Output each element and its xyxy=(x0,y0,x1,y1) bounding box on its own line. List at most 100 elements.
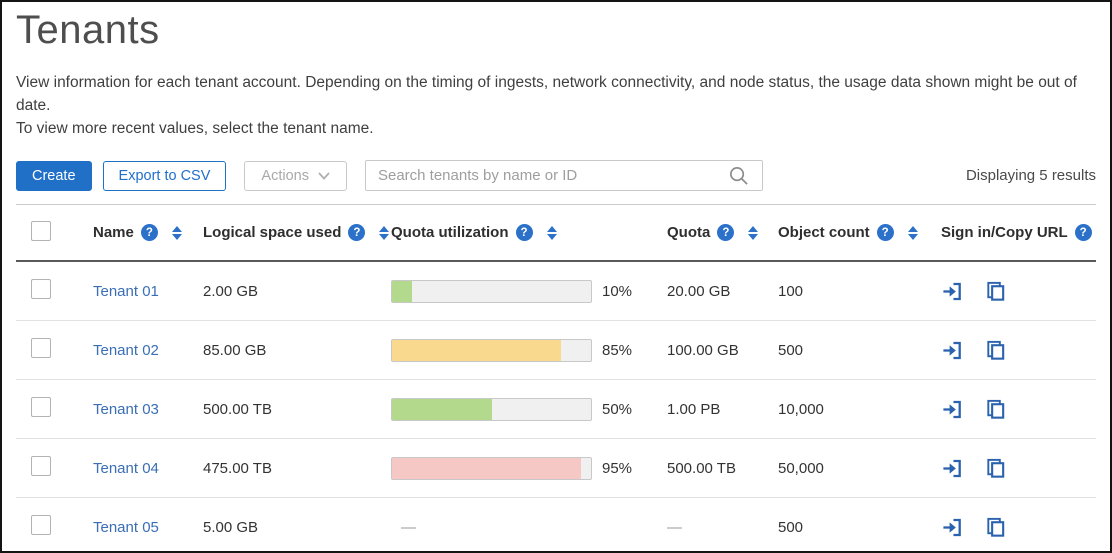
column-label: Name xyxy=(93,224,134,241)
column-header-object-count: Object count ? xyxy=(778,224,930,241)
export-csv-button[interactable]: Export to CSV xyxy=(102,160,227,191)
row-actions xyxy=(930,339,1096,362)
table-header-row: Name ? Logical space used ? Quota utiliz… xyxy=(16,205,1096,262)
row-actions xyxy=(930,280,1096,303)
sort-icon[interactable] xyxy=(171,225,182,240)
row-actions xyxy=(930,398,1096,421)
row-checkbox[interactable] xyxy=(31,338,51,358)
quota-cell: 20.00 GB xyxy=(667,282,731,300)
quota-utilization-label: — xyxy=(401,518,416,536)
quota-cell: 100.00 GB xyxy=(667,341,739,359)
help-icon[interactable]: ? xyxy=(876,224,894,241)
table-row: Tenant 05 5.00 GB — — 500 xyxy=(16,498,1096,551)
logical-space-cell: 475.00 TB xyxy=(203,459,272,477)
toolbar: Create Export to CSV Actions Displaying … xyxy=(16,160,1096,191)
actions-label: Actions xyxy=(261,167,309,184)
quota-utilization-cell: 10% xyxy=(391,279,667,303)
page-description-line2: To view more recent values, select the t… xyxy=(16,120,374,137)
quota-utilization-cell: — xyxy=(391,519,667,536)
quota-utilization-bar xyxy=(391,279,592,303)
page-title: Tenants xyxy=(16,8,160,52)
select-all-checkbox[interactable] xyxy=(31,220,51,241)
logical-space-cell: 500.00 TB xyxy=(203,400,272,418)
tenant-name-link[interactable]: Tenant 05 xyxy=(93,518,159,536)
sort-icon[interactable] xyxy=(907,225,918,240)
quota-cell: 500.00 TB xyxy=(667,459,736,477)
actions-dropdown-button[interactable]: Actions xyxy=(244,160,347,191)
table-row: Tenant 02 85.00 GB 85% 100.00 GB 500 xyxy=(16,321,1096,380)
sign-in-icon[interactable] xyxy=(941,516,964,539)
object-count-cell: 500 xyxy=(778,341,804,359)
table-row: Tenant 03 500.00 TB 50% 1.00 PB 10,000 xyxy=(16,380,1096,439)
quota-cell: 1.00 PB xyxy=(667,400,721,418)
sign-in-icon[interactable] xyxy=(941,457,964,480)
tenants-table: Name ? Logical space used ? Quota utiliz… xyxy=(16,204,1096,551)
object-count-cell: 100 xyxy=(778,282,804,300)
column-header-name: Name ? xyxy=(93,224,203,241)
object-count-cell: 500 xyxy=(778,518,804,536)
quota-utilization-label: 85% xyxy=(602,341,633,359)
row-checkbox[interactable] xyxy=(31,456,51,476)
quota-utilization-bar xyxy=(391,456,592,480)
column-label: Sign in/Copy URL xyxy=(941,224,1068,241)
tenant-name-link[interactable]: Tenant 02 xyxy=(93,341,159,359)
row-checkbox[interactable] xyxy=(31,279,51,299)
tenant-name-link[interactable]: Tenant 01 xyxy=(93,282,159,300)
column-label: Quota xyxy=(667,224,711,241)
page-description-line1: View information for each tenant account… xyxy=(16,74,1077,114)
chevron-down-icon xyxy=(318,171,330,180)
quota-utilization-bar xyxy=(391,397,592,421)
create-button[interactable]: Create xyxy=(16,160,92,191)
results-count: Displaying 5 results xyxy=(965,167,1096,184)
row-actions xyxy=(930,516,1096,539)
quota-utilization-cell: 50% xyxy=(391,397,667,421)
logical-space-cell: 5.00 GB xyxy=(203,518,259,536)
column-header-quota: Quota ? xyxy=(667,224,778,241)
object-count-cell: 10,000 xyxy=(778,400,824,418)
copy-url-icon[interactable] xyxy=(984,516,1007,539)
object-count-cell: 50,000 xyxy=(778,459,824,477)
search-input[interactable] xyxy=(364,160,763,191)
sign-in-icon[interactable] xyxy=(941,398,964,421)
sign-in-icon[interactable] xyxy=(941,339,964,362)
quota-cell: — xyxy=(667,518,682,536)
sort-icon[interactable] xyxy=(379,225,390,240)
copy-url-icon[interactable] xyxy=(984,457,1007,480)
row-checkbox[interactable] xyxy=(31,515,51,535)
search-icon[interactable] xyxy=(728,165,749,186)
sort-icon[interactable] xyxy=(546,225,557,240)
copy-url-icon[interactable] xyxy=(984,280,1007,303)
column-label: Quota utilization xyxy=(391,224,509,241)
row-checkbox[interactable] xyxy=(31,397,51,417)
copy-url-icon[interactable] xyxy=(984,339,1007,362)
sort-icon[interactable] xyxy=(748,225,759,240)
search-container xyxy=(364,160,763,191)
help-icon[interactable]: ? xyxy=(1074,224,1092,241)
tenant-name-link[interactable]: Tenant 04 xyxy=(93,459,159,477)
quota-utilization-bar xyxy=(391,338,592,362)
column-header-signin-copy: Sign in/Copy URL ? xyxy=(930,224,1096,241)
quota-utilization-label: 10% xyxy=(602,282,633,300)
quota-utilization-cell: 95% xyxy=(391,456,667,480)
copy-url-icon[interactable] xyxy=(984,398,1007,421)
help-icon[interactable]: ? xyxy=(140,224,158,241)
help-icon[interactable]: ? xyxy=(348,224,366,241)
table-row: Tenant 04 475.00 TB 95% 500.00 TB 50,000 xyxy=(16,439,1096,498)
logical-space-cell: 2.00 GB xyxy=(203,282,259,300)
row-actions xyxy=(930,457,1096,480)
column-label: Object count xyxy=(778,224,870,241)
column-header-quota-utilization: Quota utilization ? xyxy=(391,224,667,241)
table-row: Tenant 01 2.00 GB 10% 20.00 GB 100 xyxy=(16,262,1096,321)
tenant-name-link[interactable]: Tenant 03 xyxy=(93,400,159,418)
logical-space-cell: 85.00 GB xyxy=(203,341,267,359)
help-icon[interactable]: ? xyxy=(717,224,735,241)
help-icon[interactable]: ? xyxy=(515,224,533,241)
sign-in-icon[interactable] xyxy=(941,280,964,303)
page-description: View information for each tenant account… xyxy=(16,71,1096,140)
quota-utilization-label: 50% xyxy=(602,400,633,418)
column-label: Logical space used xyxy=(203,224,342,241)
quota-utilization-label: 95% xyxy=(602,459,633,477)
column-header-logical-space: Logical space used ? xyxy=(203,224,391,241)
quota-utilization-cell: 85% xyxy=(391,338,667,362)
